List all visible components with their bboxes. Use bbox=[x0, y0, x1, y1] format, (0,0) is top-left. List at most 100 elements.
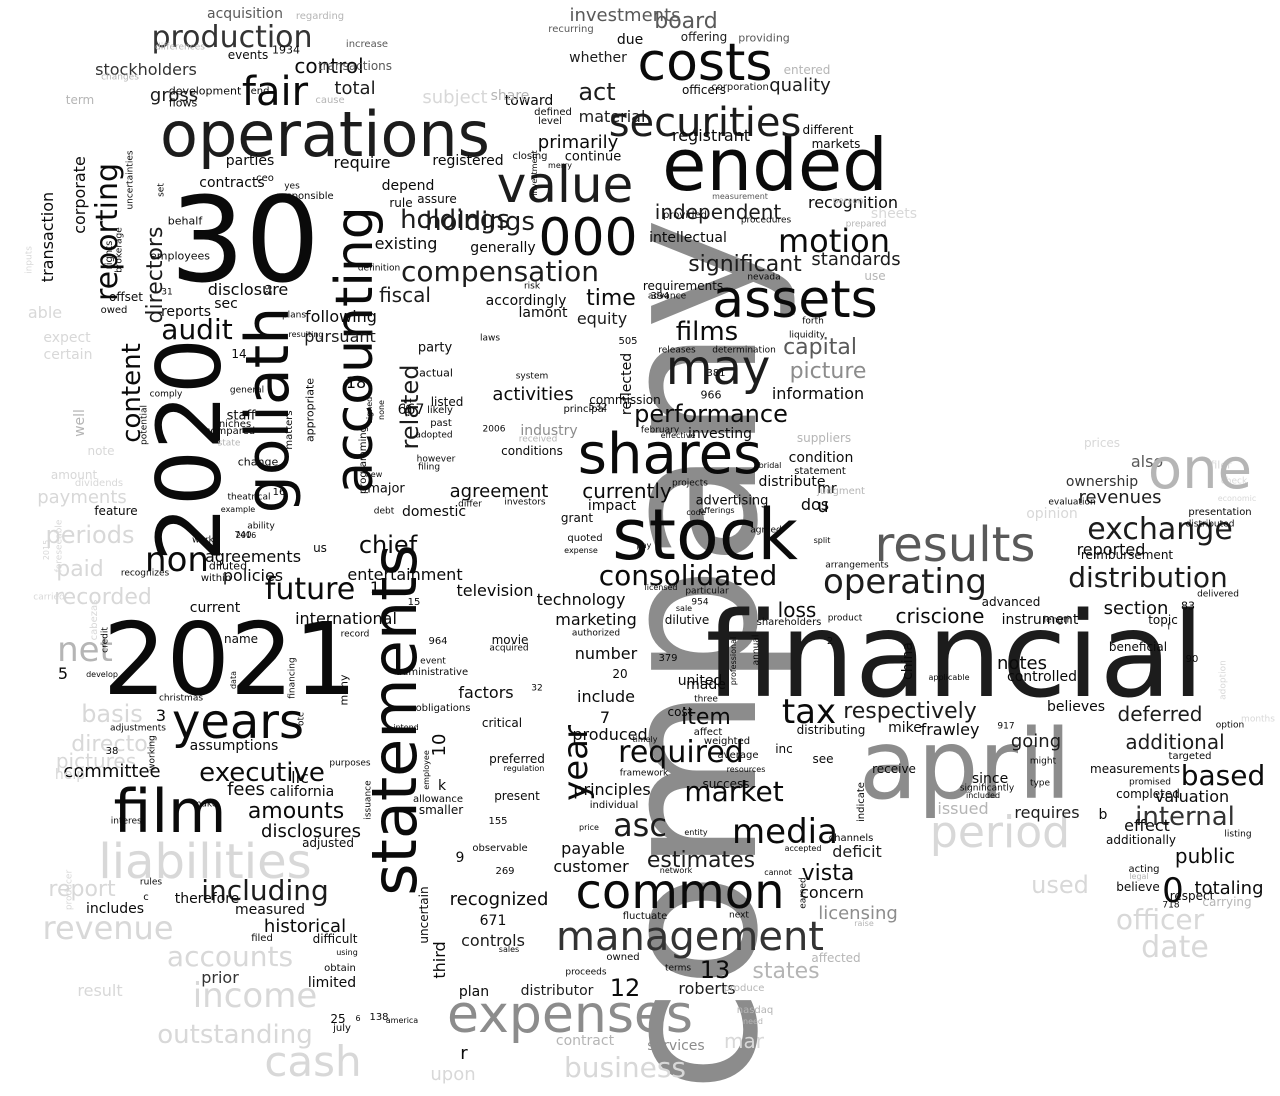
cloud-word: presentation bbox=[1188, 507, 1252, 518]
cloud-word: likely bbox=[427, 405, 453, 416]
cloud-word: 667 bbox=[397, 402, 425, 418]
cloud-word: performance bbox=[634, 400, 788, 428]
cloud-word: ended bbox=[662, 123, 888, 207]
cloud-word: dividends bbox=[74, 478, 124, 489]
cloud-word: accounts bbox=[166, 940, 294, 973]
cloud-word: controls bbox=[461, 931, 525, 950]
cloud-word: split bbox=[813, 536, 831, 545]
cloud-word: agreed bbox=[750, 525, 782, 536]
cloud-word: believe bbox=[1116, 880, 1160, 894]
cloud-word: prices bbox=[1083, 436, 1121, 450]
cloud-word: states bbox=[752, 959, 820, 984]
cloud-word: revenues bbox=[1078, 487, 1162, 508]
cloud-word: marketing bbox=[555, 610, 637, 629]
cloud-word: allowance bbox=[412, 794, 464, 805]
cloud-word: generally bbox=[470, 240, 536, 256]
cloud-word: technology bbox=[536, 590, 626, 609]
cloud-word: however bbox=[416, 454, 456, 465]
cloud-word: costs bbox=[637, 33, 773, 93]
cloud-word: criscione bbox=[895, 604, 985, 628]
cloud-word: adopted bbox=[415, 430, 453, 441]
cloud-word: mike bbox=[888, 720, 922, 736]
cloud-word: investment bbox=[530, 150, 539, 196]
cloud-word: months bbox=[1241, 714, 1275, 725]
cloud-word: 2016 bbox=[235, 531, 257, 540]
cloud-word: independent bbox=[654, 200, 782, 224]
cloud-word: stock bbox=[612, 494, 798, 576]
cloud-word: activities bbox=[492, 384, 574, 405]
cloud-word: business bbox=[563, 1051, 687, 1084]
cloud-word: use bbox=[864, 269, 886, 283]
cloud-word: customer bbox=[553, 857, 629, 876]
cloud-word: quality bbox=[769, 75, 831, 96]
cloud-word: agreements bbox=[204, 547, 302, 566]
cloud-word: price bbox=[579, 823, 599, 832]
cloud-word: length bbox=[1043, 615, 1073, 626]
cloud-word: level bbox=[538, 116, 562, 127]
cloud-word: arrangements bbox=[825, 560, 889, 571]
cloud-word: material bbox=[578, 107, 646, 126]
cloud-word: administrative bbox=[395, 667, 469, 678]
cloud-word: definition bbox=[357, 263, 401, 274]
cloud-word: inc bbox=[775, 742, 793, 756]
cloud-word: accounting bbox=[325, 206, 385, 494]
cloud-word: offset bbox=[109, 290, 143, 304]
cloud-word: primarily bbox=[537, 132, 619, 153]
cloud-word: advanced bbox=[981, 595, 1041, 609]
cloud-word: based bbox=[1180, 759, 1266, 792]
cloud-word: requires bbox=[1014, 803, 1080, 822]
cloud-word: owned bbox=[606, 952, 640, 963]
cloud-word: required bbox=[618, 735, 744, 770]
cloud-word: holdings bbox=[400, 205, 510, 235]
cloud-word: need bbox=[743, 1017, 763, 1026]
cloud-word: distributing bbox=[796, 723, 866, 737]
cloud-word: income bbox=[192, 976, 318, 1016]
cloud-word: event bbox=[420, 656, 446, 667]
cloud-word: fiscal bbox=[379, 283, 431, 307]
cloud-word: information bbox=[771, 384, 865, 403]
cloud-word: new bbox=[365, 470, 383, 479]
cloud-word: requirements bbox=[642, 279, 724, 293]
cloud-word: raise bbox=[854, 919, 874, 928]
cloud-word: make bbox=[192, 799, 218, 810]
cloud-word: historical bbox=[263, 916, 347, 937]
cloud-word: significantly bbox=[959, 783, 1015, 794]
cloud-word: includes bbox=[85, 901, 145, 917]
cloud-word: f bbox=[1167, 622, 1171, 633]
cloud-word: section bbox=[1103, 598, 1169, 619]
cloud-word: holdings bbox=[425, 207, 535, 237]
cloud-word: r bbox=[460, 1043, 468, 1064]
cloud-word: recognized bbox=[449, 889, 549, 910]
cloud-word: releases bbox=[658, 345, 696, 356]
cloud-word: amounts bbox=[247, 799, 345, 824]
cloud-word: principal bbox=[563, 404, 607, 415]
cloud-word: officers bbox=[681, 83, 727, 97]
cloud-word: 1934 bbox=[272, 43, 300, 57]
cloud-word: ability bbox=[247, 521, 275, 532]
cloud-word: judgment bbox=[817, 486, 865, 497]
cloud-word: valuation bbox=[1154, 787, 1230, 806]
cloud-word: listed bbox=[430, 395, 464, 409]
cloud-word: distribute bbox=[758, 474, 826, 490]
cloud-word: 2006 bbox=[482, 424, 506, 435]
cloud-word: producer bbox=[64, 869, 75, 911]
cloud-word: filing bbox=[417, 462, 441, 473]
cloud-word: standards bbox=[811, 249, 901, 270]
cloud-word: made bbox=[686, 677, 726, 693]
cloud-word: appropriate bbox=[303, 377, 317, 443]
cloud-word: weighted bbox=[703, 736, 751, 747]
cloud-word: past bbox=[430, 418, 452, 429]
cloud-word: united bbox=[677, 673, 723, 689]
cloud-word: transactions bbox=[317, 59, 393, 73]
cloud-word: corporation bbox=[711, 82, 769, 93]
cloud-word: continue bbox=[564, 149, 622, 165]
cloud-word: included bbox=[965, 791, 1001, 800]
cloud-word: executive bbox=[199, 758, 325, 788]
cloud-word: ceo bbox=[256, 173, 274, 184]
cloud-word: payments bbox=[37, 487, 127, 508]
cloud-word: totaling bbox=[1194, 878, 1264, 899]
cloud-word: including bbox=[201, 874, 329, 907]
cloud-word: data bbox=[229, 670, 238, 690]
cloud-word: significant bbox=[688, 252, 802, 277]
cloud-word: respectively bbox=[843, 699, 977, 724]
